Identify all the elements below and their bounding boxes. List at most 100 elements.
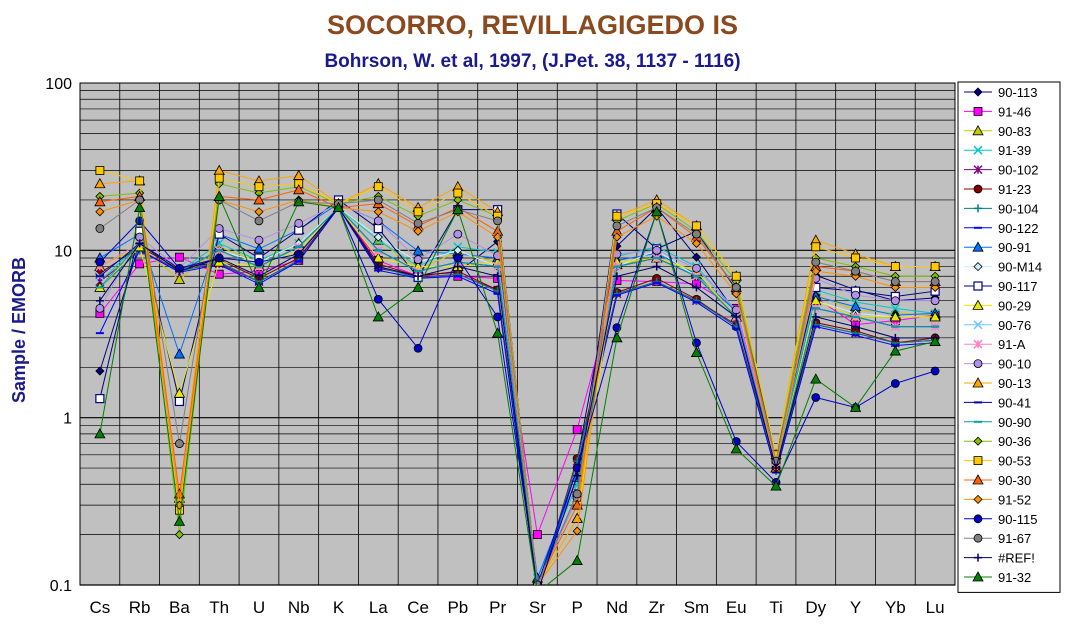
legend-label: 91-46 — [998, 104, 1031, 119]
data-point — [413, 255, 423, 265]
data-point — [214, 173, 224, 183]
data-point — [612, 272, 621, 281]
legend-item: 90-36 — [964, 434, 1031, 449]
legend-marker — [974, 204, 982, 213]
legend-marker — [972, 124, 984, 136]
data-point — [294, 218, 304, 228]
legend-label: 90-90 — [998, 415, 1031, 430]
data-point — [652, 277, 661, 286]
legend-label: 90-76 — [998, 318, 1031, 333]
data-point — [889, 311, 902, 322]
legend-item: 90-117 — [964, 279, 1038, 294]
data-point — [373, 294, 383, 304]
data-point — [930, 296, 940, 306]
chart-subtitle: Bohrson, W. et al, 1997, (J.Pet. 38, 113… — [324, 51, 741, 72]
data-point — [94, 177, 106, 189]
x-tick-label: Th — [209, 598, 229, 617]
series-line — [99, 206, 936, 585]
legend-label: 90-10 — [998, 357, 1031, 372]
data-point — [95, 257, 105, 267]
data-point — [692, 283, 701, 292]
data-point — [532, 530, 542, 540]
data-point — [373, 207, 383, 217]
data-point — [930, 277, 940, 287]
legend-item: 90-90 — [964, 415, 1031, 430]
data-point — [173, 387, 186, 398]
data-point — [95, 366, 105, 376]
legend-label: 90-41 — [998, 395, 1031, 410]
data-point — [174, 396, 185, 407]
legend-item: 91-32 — [964, 570, 1031, 585]
data-point — [572, 425, 582, 434]
legend-marker — [973, 533, 983, 543]
chart-title: SOCORRO, REVILLAGIGEDO IS — [326, 10, 739, 40]
data-point — [254, 216, 264, 226]
legend-marker — [972, 377, 984, 388]
data-point — [95, 394, 105, 404]
data-point — [254, 257, 264, 267]
data-point — [611, 332, 623, 343]
legend-label: 90-104 — [998, 201, 1038, 216]
legend-marker — [973, 320, 983, 330]
legend-item: 90-122 — [964, 221, 1038, 236]
legend-item: 91-46 — [964, 104, 1031, 119]
series-91-32 — [94, 190, 941, 585]
data-point — [533, 589, 541, 597]
data-point — [175, 252, 184, 262]
data-point — [175, 267, 184, 276]
legend-item: 90-41 — [964, 395, 1031, 410]
data-point — [571, 554, 583, 565]
legend-label: 90-M14 — [998, 260, 1042, 275]
legend-item: 90-113 — [964, 85, 1038, 100]
legend-item: 91-52 — [964, 492, 1031, 507]
legend-label: 90-91 — [998, 240, 1031, 255]
data-point — [94, 428, 106, 439]
legend: 90-113 91-46 90-83 91-39 90-102 91-23 90-104 90… — [957, 81, 1061, 593]
legend-label: 90-36 — [998, 434, 1031, 449]
data-point — [174, 530, 184, 540]
x-tick-label: U — [253, 598, 265, 617]
legend-label: 90-13 — [998, 376, 1031, 391]
data-point — [173, 273, 186, 284]
legend-marker — [972, 571, 984, 582]
legend-item: 91-23 — [964, 182, 1031, 197]
data-point — [135, 176, 145, 186]
data-point — [493, 312, 503, 322]
data-point — [652, 245, 662, 255]
data-point — [175, 439, 184, 448]
data-point — [770, 480, 782, 491]
data-point — [929, 311, 941, 322]
legend-item: 90-53 — [964, 454, 1031, 469]
data-point — [651, 205, 663, 217]
series-line — [99, 199, 936, 585]
data-point — [413, 343, 423, 353]
data-point — [215, 253, 224, 262]
data-point — [254, 207, 264, 217]
data-point — [412, 245, 424, 256]
y-tick-label: 1 — [63, 411, 72, 428]
data-point — [452, 203, 464, 215]
data-point — [731, 271, 741, 281]
data-point — [811, 312, 820, 321]
data-point — [453, 229, 463, 239]
data-point — [95, 303, 105, 313]
legend-marker — [973, 456, 983, 466]
x-tick-label: P — [571, 598, 582, 617]
data-point — [373, 223, 383, 234]
data-point — [889, 345, 902, 356]
legend-label: 90-115 — [998, 512, 1038, 527]
x-tick-label: Eu — [726, 598, 747, 617]
data-point — [811, 242, 821, 252]
data-point — [332, 201, 345, 213]
data-point — [413, 218, 423, 228]
legend-marker — [973, 87, 983, 97]
legend-label: 90-83 — [998, 124, 1031, 139]
legend-marker — [973, 165, 983, 175]
data-point — [732, 312, 741, 321]
data-point — [890, 379, 900, 388]
data-point — [890, 296, 900, 306]
legend-label: 90-53 — [998, 454, 1031, 469]
data-point — [173, 488, 186, 499]
data-point — [692, 229, 701, 239]
legend-item: 91-A — [964, 337, 1026, 352]
